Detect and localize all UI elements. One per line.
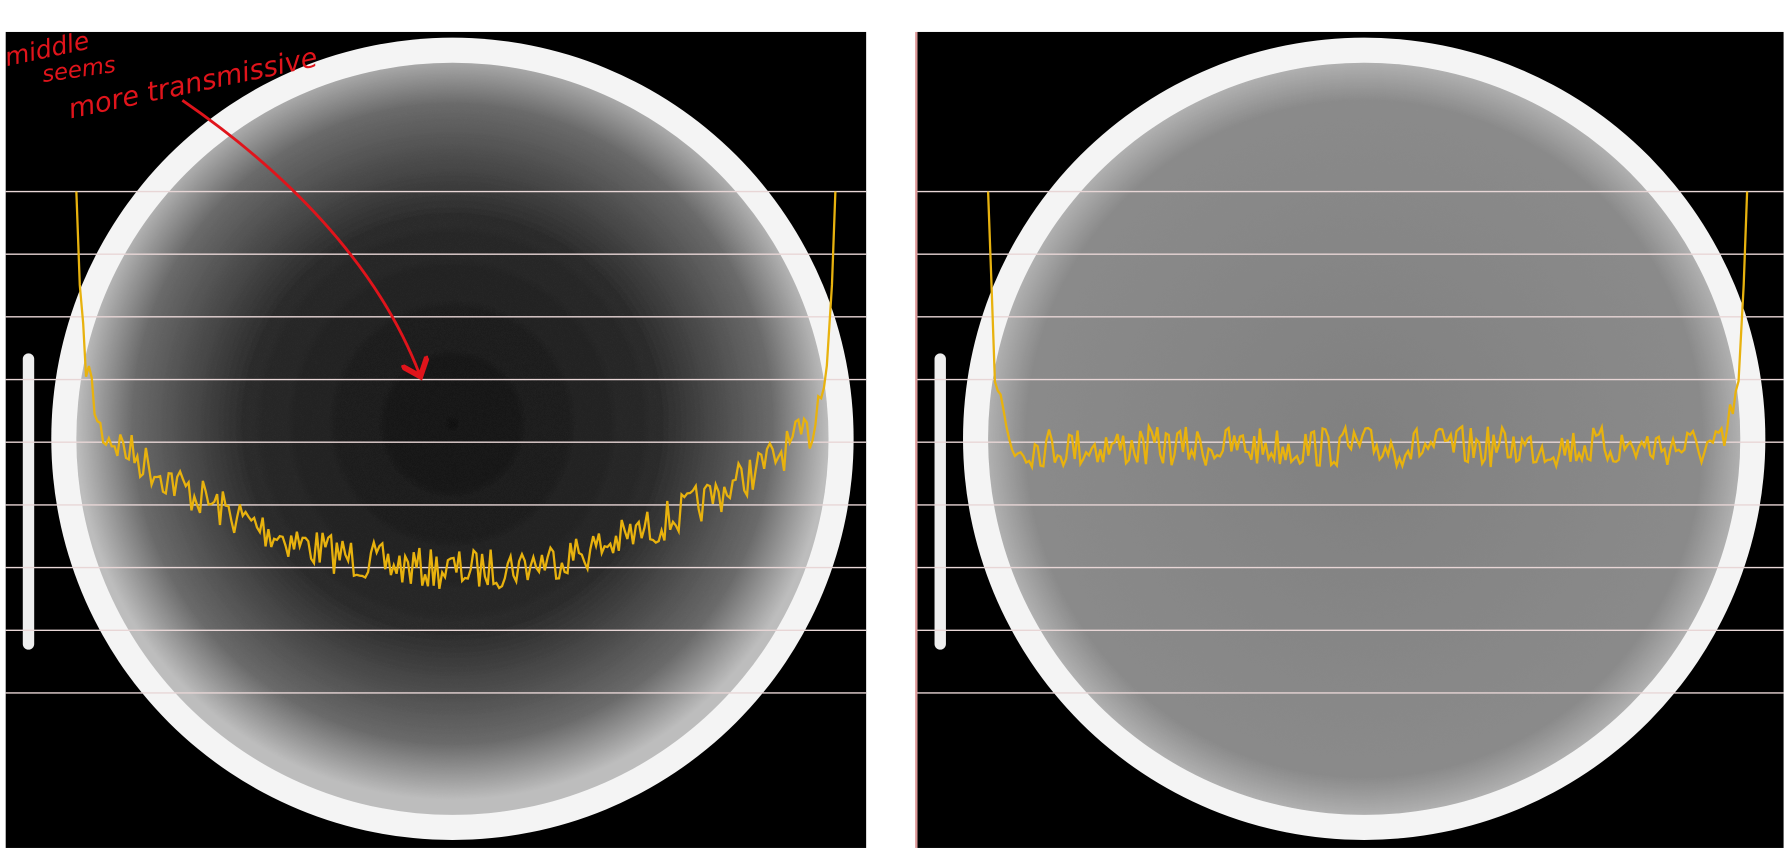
overlay — [5, 190, 1784, 694]
left-bar — [22, 353, 35, 650]
panels — [5, 31, 1784, 848]
right-bar — [934, 353, 946, 650]
profile-line — [986, 191, 1749, 471]
arrow — [181, 99, 419, 374]
divider — [915, 31, 918, 848]
profile-line — [75, 191, 837, 590]
right-slice — [988, 62, 1741, 815]
left-slice — [76, 62, 829, 815]
